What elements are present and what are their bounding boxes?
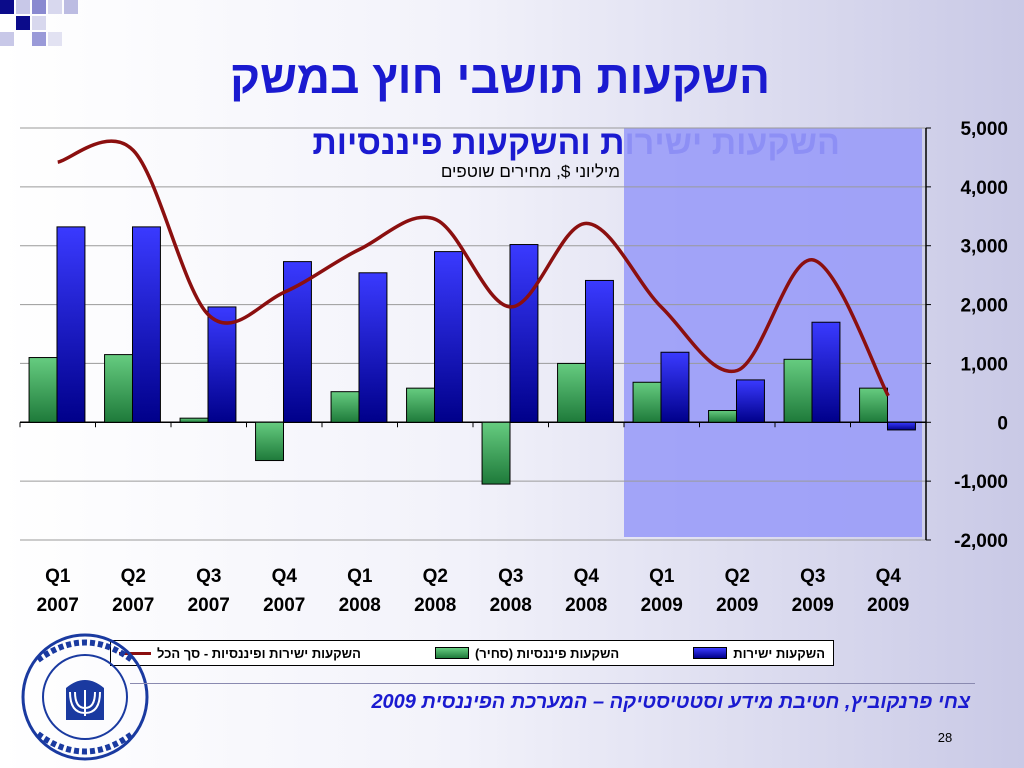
x-tick-label: Q2: [725, 566, 750, 587]
x-tick-label: Q2: [121, 566, 146, 587]
investment-chart: 5,000 4,000 3,000 2,000 1,000 0 -1,000 -2,000 Q1…: [19, 119, 1008, 616]
bar-direct: [207, 306, 237, 423]
slide-title: השקעות תושבי חוץ במשק: [229, 51, 771, 103]
bar-direct: [735, 379, 765, 423]
x-tick-label: 2007: [188, 595, 230, 616]
bar-financial: [406, 387, 435, 423]
x-tick-label: 2009: [716, 595, 758, 616]
legend-label-financial: השקעות פיננסיות (סחיר): [474, 645, 620, 661]
footer-credit: צחי פרנקוביץ, חטיבת מידע וסטטיסטיקה – המ…: [371, 691, 970, 713]
x-tick-label: 2008: [490, 595, 532, 616]
bar-financial: [330, 391, 360, 423]
bar-financial: [28, 357, 58, 423]
footer-divider: [130, 683, 975, 684]
y-tick-label: 0: [997, 413, 1008, 434]
total-line: [57, 139, 890, 397]
x-tick-label: 2007: [112, 595, 154, 616]
bar-direct: [811, 321, 841, 423]
bar-financial: [557, 362, 586, 423]
bar-financial: [179, 417, 209, 423]
x-tick-label: Q4: [272, 566, 298, 587]
legend-item-direct: השקעות ישירות: [693, 646, 825, 661]
x-tick-label: Q4: [876, 566, 902, 587]
x-tick-label: 2007: [37, 595, 79, 616]
corner-decoration: [0, 0, 78, 46]
y-tick-label: 2,000: [960, 296, 1008, 317]
bank-of-israel-logo: [21, 633, 149, 761]
bar-financial: [481, 421, 511, 485]
x-tick-label: Q2: [423, 566, 448, 587]
x-tick-label: Q1: [347, 566, 373, 587]
chart-legend: השקעות ישירות ופיננסיות - סך הכל השקעות …: [110, 640, 834, 666]
y-tick-label: -2,000: [954, 531, 1008, 552]
y-tick-label: 4,000: [960, 178, 1008, 199]
x-tick-label: 2008: [414, 595, 456, 616]
x-tick-label: 2008: [565, 595, 607, 616]
bar-financial: [783, 358, 813, 423]
legend-item-total: השקעות ישירות ופיננסיות - סך הכל: [119, 646, 361, 661]
highlight-region: [624, 128, 922, 537]
page-number: 28: [937, 730, 953, 745]
bar-direct: [584, 279, 614, 423]
legend-item-financial: השקעות פיננסיות (סחיר): [434, 645, 620, 661]
x-tick-label: 2009: [867, 595, 909, 616]
legend-label-direct: השקעות ישירות: [733, 645, 825, 661]
x-tick-label: 2007: [263, 595, 305, 616]
bar-direct: [660, 351, 690, 423]
legend-swatch-direct: [693, 647, 728, 659]
bar-direct: [509, 244, 539, 423]
y-tick-label: 1,000: [960, 354, 1008, 375]
bar-financial: [632, 381, 662, 423]
x-tick-label: 2008: [339, 595, 381, 616]
bar-direct: [358, 272, 388, 423]
x-tick-label: Q3: [498, 566, 523, 587]
bar-financial: [708, 410, 737, 423]
y-tick-label: -1,000: [954, 472, 1008, 493]
units-label: מיליוני $, מחירים שוטפים: [440, 162, 620, 181]
x-tick-label: 2009: [792, 595, 834, 616]
legend-swatch-total: [119, 651, 152, 655]
bar-direct: [433, 251, 463, 423]
bar-financial: [859, 387, 888, 423]
x-tick-label: 2009: [641, 595, 683, 616]
y-tick-label: 5,000: [960, 119, 1008, 140]
bar-financial: [104, 354, 133, 423]
bar-direct: [131, 226, 161, 423]
bar-direct: [282, 261, 312, 423]
x-tick-label: Q1: [45, 566, 71, 587]
x-tick-label: Q1: [649, 566, 675, 587]
bar-financial: [255, 421, 284, 462]
x-tick-label: Q3: [800, 566, 825, 587]
bar-direct: [886, 421, 916, 431]
x-tick-label: Q3: [196, 566, 221, 587]
bar-direct: [56, 226, 86, 423]
y-tick-label: 3,000: [960, 237, 1008, 258]
legend-label-total: השקעות ישירות ופיננסיות - סך הכל: [157, 645, 361, 661]
x-tick-label: Q4: [574, 566, 600, 587]
legend-swatch-financial: [434, 647, 469, 659]
